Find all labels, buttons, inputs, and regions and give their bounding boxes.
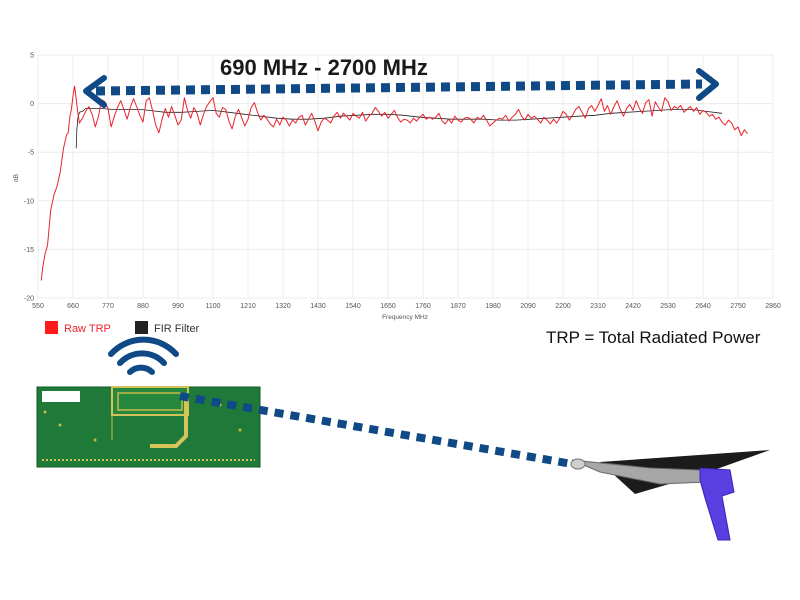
- y-tick-label: -20: [24, 296, 34, 303]
- plot-grid: [37, 54, 774, 299]
- x-tick-label: 2530: [660, 303, 676, 310]
- rf-probe-gun-icon: [570, 450, 770, 541]
- y-tick-label: 5: [30, 53, 34, 60]
- x-tick-label: 1430: [310, 303, 326, 310]
- x-tick-label: 880: [137, 303, 149, 310]
- x-tick-label: 2310: [590, 303, 606, 310]
- trp-definition-note: TRP = Total Radiated Power: [546, 328, 761, 347]
- x-tick-label: 990: [172, 303, 184, 310]
- legend: Raw TRP FIR Filter: [45, 321, 200, 335]
- pcb-antenna-board: [36, 386, 261, 468]
- x-tick-label: 1210: [240, 303, 256, 310]
- x-tick-label: 1320: [275, 303, 291, 310]
- x-tick-label: 660: [67, 303, 79, 310]
- legend-swatch-fir-filter: [135, 321, 148, 334]
- x-axis-title: Frequency MHz: [382, 314, 428, 321]
- legend-label-fir-filter: FIR Filter: [154, 323, 200, 335]
- x-tick-label: 2640: [695, 303, 711, 310]
- y-tick-label: -10: [24, 198, 34, 205]
- x-tick-label: 1980: [485, 303, 501, 310]
- range-arrow-line: [95, 79, 703, 96]
- y-tick-label: 0: [30, 101, 34, 108]
- y-tick-labels: 5 0 -5 -10 -15 -20: [24, 53, 34, 303]
- x-tick-label: 2860: [765, 303, 781, 310]
- range-arrow-left-head: [83, 75, 107, 108]
- x-tick-label: 770: [102, 303, 114, 310]
- x-tick-label: 2200: [555, 303, 571, 310]
- series-layer: [40, 85, 748, 281]
- legend-swatch-raw-trp: [45, 321, 58, 334]
- x-tick-label: 2750: [730, 303, 746, 310]
- wifi-signal-icon: [108, 336, 179, 375]
- x-tick-label: 1760: [415, 303, 431, 310]
- range-arrow-right-head: [696, 68, 719, 101]
- rf-beam-dotted-line: [179, 392, 579, 469]
- plot-area: [37, 54, 774, 299]
- legend-label-raw-trp: Raw TRP: [64, 323, 111, 335]
- x-tick-label: 1100: [205, 303, 220, 310]
- x-tick-labels: 550 660 770 880 990 1100 1210 1320 1430 1540 1650 1…: [32, 303, 781, 310]
- x-tick-label: 550: [32, 303, 44, 310]
- x-tick-label: 1650: [380, 303, 396, 310]
- x-tick-label: 2090: [520, 303, 536, 310]
- series-line-fir-filter: [75, 108, 723, 149]
- x-tick-label: 1870: [450, 303, 466, 310]
- range-title: 690 MHz - 2700 MHz: [220, 55, 428, 80]
- series-line-raw-trp: [40, 85, 748, 281]
- x-tick-label: 2420: [625, 303, 641, 310]
- y-tick-label: -5: [28, 150, 34, 157]
- x-tick-label: 1540: [345, 303, 361, 310]
- y-tick-label: -15: [24, 247, 34, 254]
- y-axis-title: dB: [13, 174, 20, 182]
